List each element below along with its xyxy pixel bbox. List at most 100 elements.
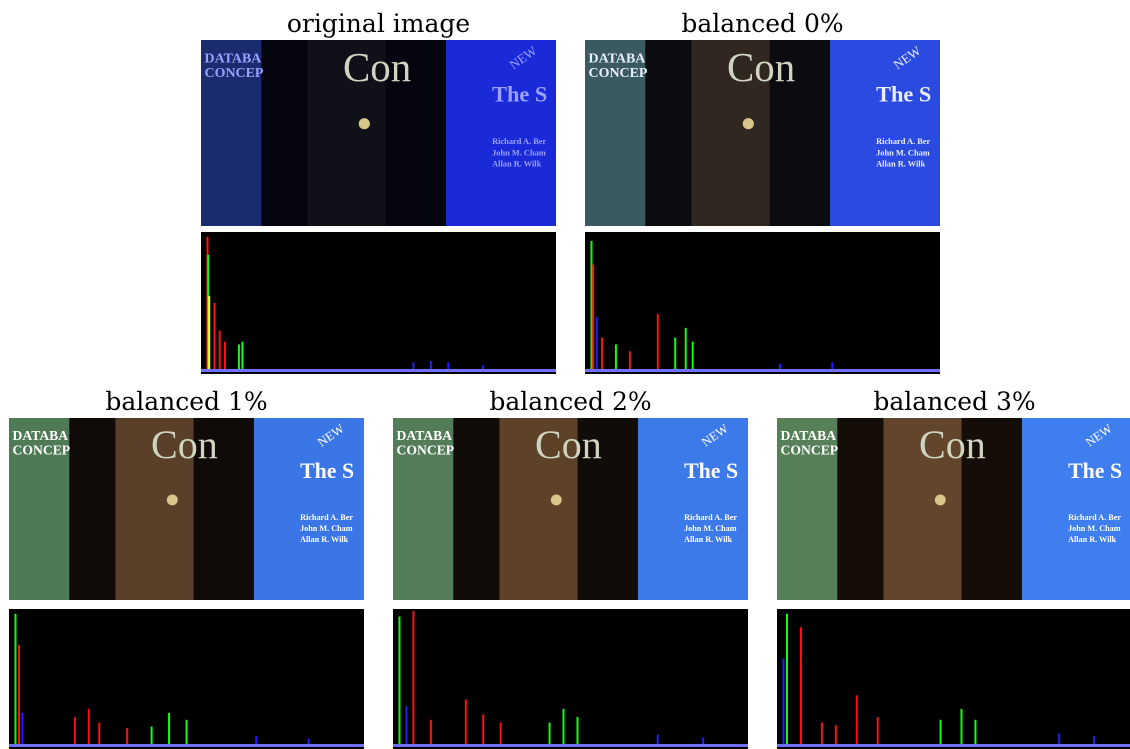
histogram-bar-red [855, 695, 858, 747]
dark-gap [385, 40, 446, 226]
histogram-bar-green [576, 717, 579, 747]
histogram-bar-red [592, 264, 595, 372]
book-photo: DATABA CONCEP Con NEW The S Richard A. Ber Joh… [201, 40, 556, 226]
histogram-bar-green [960, 708, 963, 747]
panel-caption: original image [286, 9, 471, 38]
panel-balanced-3: balanced 3% DATABA CONCEP Con NEW The S Richa… [777, 384, 1130, 749]
dark-gap [453, 418, 500, 600]
histogram-bar-red [126, 727, 129, 747]
histogram-bar-red [799, 627, 802, 747]
histogram-bar-yellow [208, 296, 211, 372]
left-book-text: DATABA CONCEP [397, 428, 455, 458]
histogram-bar-red [223, 341, 226, 372]
histogram-bar-green [691, 341, 694, 372]
center-book [115, 418, 194, 600]
histogram-svg [393, 611, 748, 747]
histogram-bar-red [429, 719, 432, 747]
panel-caption: balanced 2% [489, 387, 652, 416]
left-book-cover [585, 40, 646, 226]
histogram-bar-blue [21, 713, 24, 747]
histogram-floor [393, 744, 748, 747]
book-photo: DATABA CONCEP Con NEW The S Richard A. Ber Joh… [393, 418, 748, 600]
author-line: Allan R. Wilk [876, 159, 926, 168]
histogram-floor [9, 744, 364, 747]
histogram-bar-red [98, 722, 101, 747]
panel-caption: balanced 1% [105, 387, 268, 416]
author-line: John M. Cham [876, 148, 930, 157]
histogram-bar-green [674, 337, 677, 372]
left-book-cover [777, 418, 838, 600]
histogram-bar-blue [482, 365, 485, 372]
author-line: Allan R. Wilk [684, 535, 733, 544]
histogram-bar-red [656, 314, 659, 372]
histogram-bar-green [241, 341, 244, 372]
histogram-floor [777, 744, 1130, 747]
spine-highlight [934, 494, 946, 506]
right-book-title: The S [300, 459, 354, 483]
histogram-bar-red [464, 699, 467, 747]
histogram-bar-green [562, 708, 565, 747]
histogram-bar-green [185, 719, 188, 747]
histogram-bar-blue [595, 316, 598, 372]
histogram-bar-red [73, 717, 76, 747]
histogram-bar-green [614, 344, 617, 372]
histogram-bar-red [876, 717, 879, 747]
histogram-bar-blue [255, 736, 258, 747]
histogram-bar-blue [405, 706, 408, 747]
panel-original: original image DATABA CONCEP Con NEW The S Ri… [201, 6, 556, 374]
center-book [883, 418, 962, 600]
histogram-bar-red [482, 714, 485, 747]
panel-balanced-1: balanced 1% DATABA CONCEP Con NEW The S Richa… [9, 384, 364, 749]
author-line: Richard A. Ber [876, 137, 930, 146]
rgb-histogram [201, 232, 556, 374]
histogram-bar-blue [1093, 736, 1096, 747]
histogram-bar-green [207, 254, 210, 372]
left-book-text: DATABA CONCEP [13, 428, 71, 458]
center-book-text: Con [343, 45, 411, 90]
histogram-floor [201, 369, 556, 372]
dark-gap [261, 40, 308, 226]
histogram-bar-green [168, 713, 171, 747]
histogram-bar-blue [307, 738, 310, 747]
author-line: Richard A. Ber [1068, 513, 1121, 522]
author-line: John M. Cham [1068, 524, 1121, 533]
histogram-svg [201, 236, 556, 372]
histogram-bar-red [218, 330, 221, 372]
author-line: John M. Cham [492, 148, 546, 157]
right-book-cover [637, 418, 748, 600]
author-line: Allan R. Wilk [492, 159, 542, 168]
dark-gap [837, 418, 884, 600]
panel-caption: balanced 0% [681, 9, 844, 38]
histogram-bar-red [834, 725, 837, 747]
histogram-bar-green [398, 616, 401, 747]
histogram-bar-red [499, 722, 502, 747]
right-book-cover [445, 40, 556, 226]
histogram-bar-green [548, 722, 551, 747]
center-book-text: Con [151, 422, 218, 467]
histogram-svg [585, 240, 940, 372]
book-photo: DATABA CONCEP Con NEW The S Richard A. Ber Joh… [585, 40, 940, 226]
histogram-bar-red [820, 722, 823, 747]
histogram-floor [585, 369, 940, 372]
center-book-text: Con [535, 422, 602, 467]
panel-balanced-0: balanced 0% DATABA CONCEP Con NEW The S Richa… [585, 6, 940, 374]
left-book-cover [393, 418, 454, 600]
histogram-bar-blue [782, 658, 785, 747]
histogram-bar-blue [656, 734, 659, 747]
dark-gap [577, 418, 638, 600]
spine-highlight [166, 494, 178, 506]
left-book-cover [9, 418, 70, 600]
histogram-bar-red [17, 645, 20, 747]
histogram-bar-blue [447, 362, 450, 372]
right-book-title: The S [1068, 459, 1122, 483]
author-line: John M. Cham [300, 524, 353, 533]
dark-gap [645, 40, 692, 226]
histogram-bar-blue [412, 362, 415, 372]
histogram-bar-red [628, 351, 631, 372]
center-book-text: Con [919, 422, 986, 467]
